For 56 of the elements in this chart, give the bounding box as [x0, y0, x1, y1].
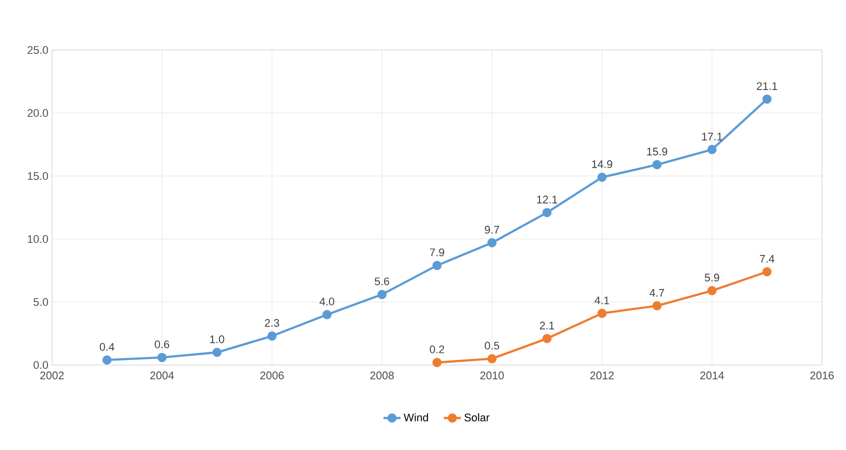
x-tick-label: 2016 [810, 372, 834, 380]
point [322, 310, 332, 320]
data-label: 17.1 [702, 132, 722, 140]
y-tick-label: 25.0 [28, 46, 48, 54]
data-label: 5.9 [704, 274, 720, 282]
data-label: 2.3 [264, 319, 280, 327]
data-label: 21.1 [756, 82, 778, 90]
point [597, 308, 607, 318]
point [377, 290, 387, 300]
data-label: 4.0 [320, 298, 334, 306]
point [762, 267, 772, 276]
legend-label: Wind [404, 413, 428, 422]
y-tick-label: 20.0 [28, 109, 48, 117]
point [542, 208, 552, 218]
data-label: 5.6 [374, 277, 390, 286]
x-tick-label: 2004 [150, 372, 174, 380]
data-label: 0.5 [484, 342, 500, 350]
y-tick-label: 5.0 [34, 298, 48, 306]
x-tick-label: 2008 [370, 372, 394, 380]
point [707, 144, 717, 154]
point [542, 334, 552, 344]
data-label: 4.7 [650, 289, 664, 297]
legend-label: Solar [464, 413, 490, 422]
y-tick-label: 10.0 [28, 235, 48, 243]
data-label: 9.7 [484, 226, 500, 234]
data-label: 12.1 [537, 196, 558, 204]
point [652, 160, 662, 170]
point [267, 331, 277, 341]
point [487, 354, 497, 364]
x-tick-label: 2012 [590, 372, 614, 380]
x-tick-label: 2010 [480, 372, 504, 380]
point [157, 352, 167, 362]
y-tick-label: 15.0 [28, 172, 48, 180]
data-label: 0.2 [430, 346, 444, 354]
data-label: 7.4 [760, 255, 774, 263]
data-label: 7.9 [430, 248, 444, 256]
point [487, 238, 497, 248]
data-label: 14.9 [592, 160, 612, 168]
data-label: 2.1 [540, 322, 554, 330]
data-label: 15.9 [647, 148, 668, 156]
point [707, 286, 717, 296]
point [762, 94, 772, 104]
point [652, 301, 662, 310]
x-tick-label: 2006 [260, 372, 284, 380]
point [432, 260, 442, 270]
data-label: 0.6 [154, 340, 170, 348]
point [597, 172, 607, 182]
x-tick-label: 2002 [40, 372, 64, 380]
data-label: 4.1 [594, 296, 610, 304]
y-tick-label: 0.0 [34, 361, 48, 369]
point [432, 358, 442, 368]
data-label: 1.0 [210, 335, 224, 344]
point [212, 348, 222, 357]
data-label: 0.4 [100, 342, 114, 351]
x-tick-label: 2014 [700, 372, 724, 380]
point [102, 355, 112, 365]
